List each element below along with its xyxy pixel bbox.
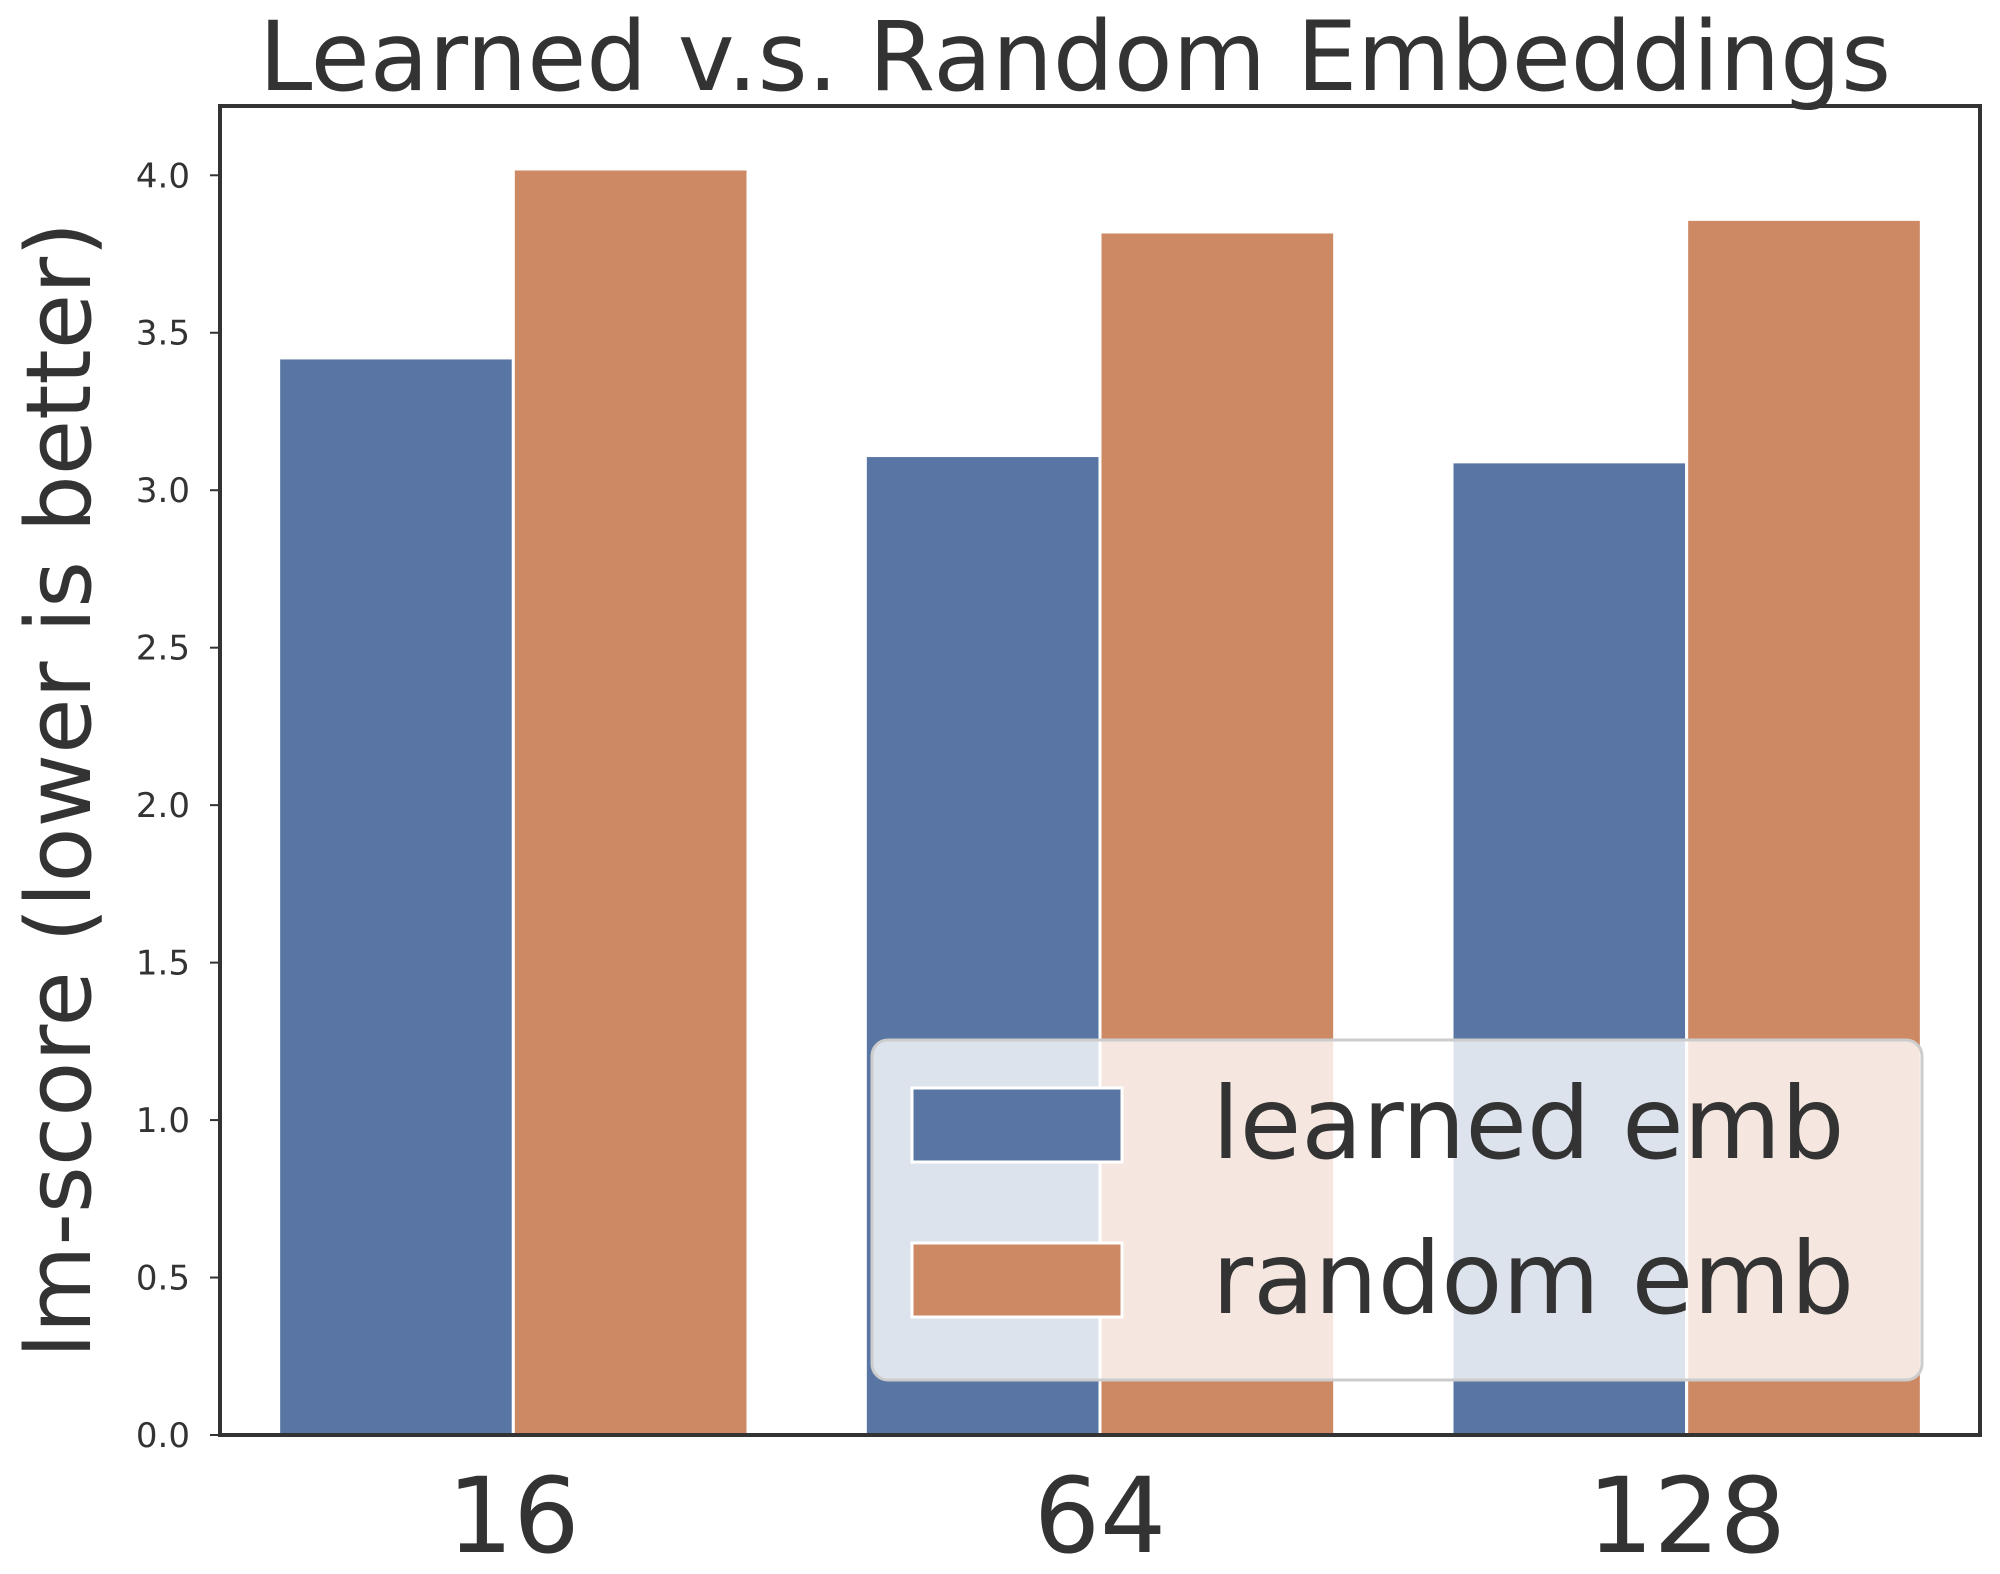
x-tick-label: 128 — [1587, 1455, 1786, 1574]
y-tick-label: 0.0 — [136, 1416, 190, 1456]
legend: learned emb random emb — [870, 1038, 1924, 1382]
y-axis-label: lm-score (lower is better) — [7, 222, 112, 1358]
legend-box — [870, 1038, 1924, 1382]
chart-title: Learned v.s. Random Embeddings — [259, 1, 1891, 113]
legend-label-learned-emb: learned emb — [1212, 1065, 1845, 1182]
x-tick-label: 64 — [1034, 1455, 1166, 1574]
plot-frame — [218, 104, 1982, 1437]
legend-swatch-learned-emb — [910, 1086, 1124, 1164]
legend-label-random-emb: random emb — [1212, 1220, 1854, 1337]
y-tick-label: 3.5 — [136, 314, 190, 354]
bar-learned-emb-16 — [277, 356, 515, 1437]
y-tick-label: 3.0 — [136, 471, 190, 511]
legend-swatch-random-emb — [910, 1241, 1124, 1319]
y-tick-label: 0.5 — [136, 1259, 190, 1299]
y-tick-label: 2.0 — [136, 786, 190, 826]
x-axis-ticks: 16 64 128 — [447, 1455, 1786, 1574]
x-tick-label: 16 — [447, 1455, 579, 1574]
y-tick-label: 2.5 — [136, 629, 190, 669]
y-tick-label: 1.0 — [136, 1101, 190, 1141]
y-axis-ticks: 0.0 0.5 1.0 1.5 2.0 2.5 3.0 3.5 4.0 — [136, 156, 220, 1456]
y-tick-label: 1.5 — [136, 944, 190, 984]
y-tick-label: 4.0 — [136, 156, 190, 196]
bar-random-emb-16 — [511, 167, 750, 1437]
